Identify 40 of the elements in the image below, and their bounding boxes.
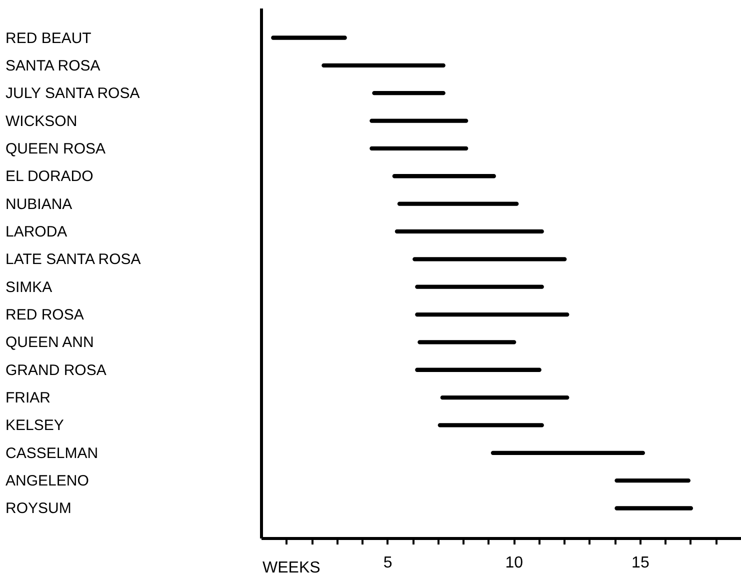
bar <box>370 146 468 151</box>
bar <box>614 506 693 510</box>
y-tick-label: RED BEAUT <box>6 30 92 47</box>
y-tick-label: JULY SANTA ROSA <box>6 85 140 102</box>
bar <box>392 174 496 178</box>
x-tick-label: 5 <box>383 554 392 572</box>
bar <box>440 395 570 400</box>
bar <box>415 284 544 289</box>
x-tick-label: 10 <box>505 554 524 572</box>
y-tick-label: LATE SANTA ROSA <box>6 251 141 268</box>
y-tick-label: ANGELENO <box>6 472 89 490</box>
bar <box>418 340 516 344</box>
bar <box>372 91 446 96</box>
bar <box>271 36 347 40</box>
bar <box>438 423 544 428</box>
y-tick-label: CASSELMAN <box>6 444 98 462</box>
y-tick-label: QUEEN ANN <box>6 334 94 352</box>
bar <box>397 202 519 206</box>
y-tick-label: QUEEN ROSA <box>6 140 106 158</box>
y-tick-label: FRIAR <box>6 390 51 407</box>
y-tick-label: NUBIANA <box>6 196 72 213</box>
bar <box>614 478 690 483</box>
y-tick-label: WICKSON <box>6 112 78 130</box>
x-axis-title: WEEKS <box>262 560 320 576</box>
bar <box>322 63 446 68</box>
y-tick-label: LARODA <box>6 223 68 240</box>
y-tick-label: RED ROSA <box>6 306 84 324</box>
bar <box>370 118 468 123</box>
y-tick-label: EL DORADO <box>6 168 94 186</box>
x-tick-label: 15 <box>632 554 650 572</box>
y-tick-label: SANTA ROSA <box>6 57 100 74</box>
bar <box>415 368 542 372</box>
y-tick-label: ROYSUM <box>6 500 72 518</box>
y-tick-label: KELSEY <box>6 417 64 434</box>
y-tick-label: GRAND ROSA <box>6 362 106 379</box>
bar <box>490 450 645 455</box>
y-tick-label: SIMKA <box>6 278 52 296</box>
bar <box>394 229 544 234</box>
bar <box>415 312 570 317</box>
bar <box>412 257 567 262</box>
